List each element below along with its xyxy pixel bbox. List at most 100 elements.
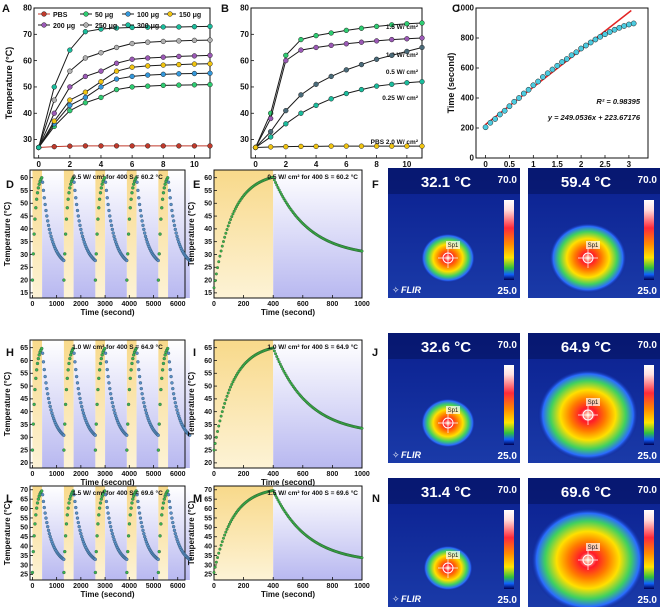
data-point [63, 252, 67, 256]
series-label: PBS 2.0 W/ cm² [371, 139, 419, 146]
data-point [278, 362, 282, 366]
data-point [176, 82, 182, 88]
data-point [129, 40, 135, 47]
data-point [143, 231, 147, 235]
data-point [48, 535, 52, 539]
data-point [113, 25, 120, 31]
data-point [62, 433, 66, 437]
x-axis-label: Time (second) [261, 308, 315, 317]
scale-min-label: 25.0 [498, 286, 518, 297]
data-point [169, 511, 173, 515]
x-tick-label: 4000 [122, 301, 138, 308]
data-point [136, 499, 140, 504]
data-point [82, 94, 89, 101]
color-scale-bar [504, 510, 514, 589]
spot-label: Sp1 [588, 400, 599, 406]
laser-on-band [126, 340, 137, 468]
data-point [497, 111, 503, 118]
x-tick-label: 600 [297, 471, 309, 478]
x-tick-label: 400 [267, 583, 279, 590]
chart-title: 1.5 W/ cm² for 400 S = 69.6 °C [72, 489, 163, 497]
data-point [157, 252, 161, 256]
data-point [136, 188, 140, 193]
scale-max-label: 70.0 [638, 340, 658, 351]
data-point [163, 353, 167, 357]
color-scale-bar [644, 200, 654, 280]
legend-marker [167, 11, 173, 17]
data-point [129, 84, 135, 90]
data-point [404, 21, 410, 27]
data-point [207, 37, 213, 43]
data-point [160, 143, 166, 149]
data-point [127, 217, 132, 221]
data-point [161, 501, 166, 505]
spot-tag [446, 406, 460, 414]
spot-tag [586, 241, 600, 249]
x-axis-label: Time (second) [80, 308, 134, 317]
legend-label: PBS [53, 12, 68, 19]
data-point [145, 39, 151, 45]
equation-label: y = 249.0536x + 223.67176 [547, 113, 641, 122]
data-point [166, 180, 171, 184]
y-tick-label: 30 [204, 252, 212, 259]
data-point [159, 522, 163, 526]
scale-min-label: 25.0 [498, 451, 518, 462]
data-point [283, 121, 289, 127]
y-tick-label: 45 [20, 213, 28, 220]
x-tick-label: 6 [344, 160, 349, 169]
data-point [167, 188, 172, 193]
data-point [51, 118, 57, 124]
y-tick-label: 400 [461, 94, 475, 103]
data-point [278, 190, 282, 194]
x-tick-label: 5000 [146, 583, 162, 590]
data-point [223, 533, 227, 537]
laser-off-band [105, 486, 127, 580]
laser-off-band [105, 170, 127, 298]
data-point [559, 59, 565, 65]
data-point [106, 374, 110, 379]
data-point [188, 433, 192, 437]
data-point [226, 525, 230, 529]
data-point [389, 22, 395, 28]
spot-tag [586, 398, 600, 406]
data-point [174, 231, 178, 235]
data-point [171, 520, 175, 525]
data-point [328, 96, 334, 102]
data-point [137, 374, 142, 379]
data-point [511, 98, 518, 105]
data-point [71, 489, 75, 493]
data-point [44, 208, 48, 213]
data-point [159, 217, 163, 221]
y-tick-label: 35 [20, 239, 28, 246]
data-point [226, 391, 230, 395]
data-point [32, 232, 36, 236]
data-point [65, 206, 69, 210]
x-tick-label: 200 [238, 471, 250, 478]
x-tick-label: 800 [327, 301, 339, 308]
y-tick-label: 40 [204, 543, 212, 550]
data-point [93, 258, 97, 263]
data-point [176, 71, 182, 77]
data-point [131, 186, 135, 190]
thermal-image-K: 64.9 °C Sp1 70.0 25.0 [528, 333, 660, 463]
data-point [171, 386, 175, 391]
spot-label: Sp1 [448, 553, 459, 559]
x-tick-label: 1000 [49, 583, 65, 590]
data-point [162, 186, 166, 190]
y-tick-label: 25 [20, 265, 28, 272]
data-point [98, 84, 104, 90]
y-tick-label: 30 [204, 435, 212, 442]
data-point [220, 244, 224, 248]
laser-off-band [105, 340, 127, 468]
data-point [134, 176, 138, 180]
data-point [606, 29, 613, 35]
data-point [111, 404, 115, 409]
y-tick-label: 60 [204, 506, 212, 513]
data-point [139, 520, 143, 525]
data-point [109, 528, 114, 532]
data-point [95, 232, 99, 236]
data-point [554, 62, 561, 69]
data-point [227, 388, 231, 392]
data-point [166, 493, 171, 497]
